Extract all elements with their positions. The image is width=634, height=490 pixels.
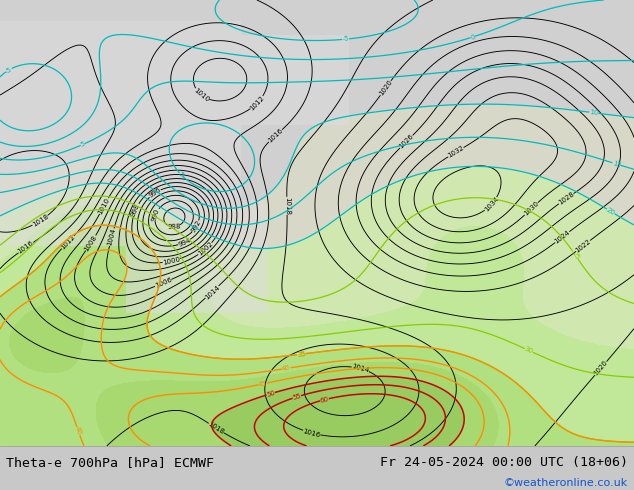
Text: 1018: 1018 bbox=[284, 197, 290, 215]
Text: 1020: 1020 bbox=[593, 360, 609, 377]
Text: 1016: 1016 bbox=[267, 127, 284, 144]
Text: 1000: 1000 bbox=[162, 256, 181, 266]
Text: 1004: 1004 bbox=[107, 228, 117, 246]
Text: 0: 0 bbox=[470, 33, 476, 41]
Text: 996: 996 bbox=[148, 187, 162, 199]
Text: 40: 40 bbox=[74, 426, 82, 436]
Text: 1024: 1024 bbox=[553, 229, 571, 245]
Text: Theta-e 700hPa [hPa] ECMWF: Theta-e 700hPa [hPa] ECMWF bbox=[6, 456, 214, 469]
Text: ©weatheronline.co.uk: ©weatheronline.co.uk bbox=[503, 478, 628, 489]
Text: 1008: 1008 bbox=[84, 234, 98, 252]
Text: 1018: 1018 bbox=[31, 213, 49, 228]
Text: 1012: 1012 bbox=[249, 95, 266, 111]
Text: 1016: 1016 bbox=[302, 428, 321, 438]
Text: 1018: 1018 bbox=[207, 421, 226, 436]
Text: 60: 60 bbox=[320, 396, 330, 404]
Text: 1012: 1012 bbox=[60, 234, 76, 251]
Text: 1028: 1028 bbox=[557, 191, 575, 206]
Text: 994: 994 bbox=[177, 237, 192, 248]
Text: 1030: 1030 bbox=[522, 200, 540, 217]
Text: 1010: 1010 bbox=[193, 87, 210, 103]
Text: 20: 20 bbox=[605, 207, 616, 216]
Text: 25: 25 bbox=[571, 250, 580, 260]
Text: 1006: 1006 bbox=[154, 277, 172, 289]
Text: 35: 35 bbox=[296, 351, 306, 358]
Text: 45: 45 bbox=[258, 380, 268, 388]
Text: 10: 10 bbox=[589, 109, 598, 116]
Text: 15: 15 bbox=[611, 160, 622, 168]
Text: 1014: 1014 bbox=[204, 284, 221, 300]
Text: -5: -5 bbox=[4, 66, 13, 74]
Text: 992: 992 bbox=[190, 220, 202, 234]
Text: 55: 55 bbox=[292, 392, 302, 401]
Text: 1010: 1010 bbox=[97, 196, 111, 215]
Text: 35: 35 bbox=[296, 351, 306, 358]
Text: 998: 998 bbox=[131, 202, 141, 217]
Text: 1022: 1022 bbox=[574, 238, 592, 254]
Text: 50: 50 bbox=[266, 390, 276, 398]
Text: 1020: 1020 bbox=[378, 79, 394, 97]
Text: Fr 24-05-2024 00:00 UTC (18+06): Fr 24-05-2024 00:00 UTC (18+06) bbox=[380, 456, 628, 469]
Text: 1014: 1014 bbox=[351, 364, 370, 374]
Text: 990: 990 bbox=[151, 207, 160, 222]
Text: 5: 5 bbox=[79, 141, 86, 148]
Text: 1016: 1016 bbox=[17, 240, 35, 255]
Text: -5: -5 bbox=[342, 36, 349, 43]
Text: 1026: 1026 bbox=[398, 133, 415, 150]
Text: 988: 988 bbox=[167, 223, 181, 230]
Text: 1002: 1002 bbox=[197, 241, 214, 257]
Text: 40: 40 bbox=[281, 365, 291, 372]
Text: 1032: 1032 bbox=[447, 145, 465, 159]
Text: 30: 30 bbox=[524, 346, 534, 355]
Text: 5: 5 bbox=[178, 171, 184, 178]
Text: 1034: 1034 bbox=[483, 196, 500, 213]
